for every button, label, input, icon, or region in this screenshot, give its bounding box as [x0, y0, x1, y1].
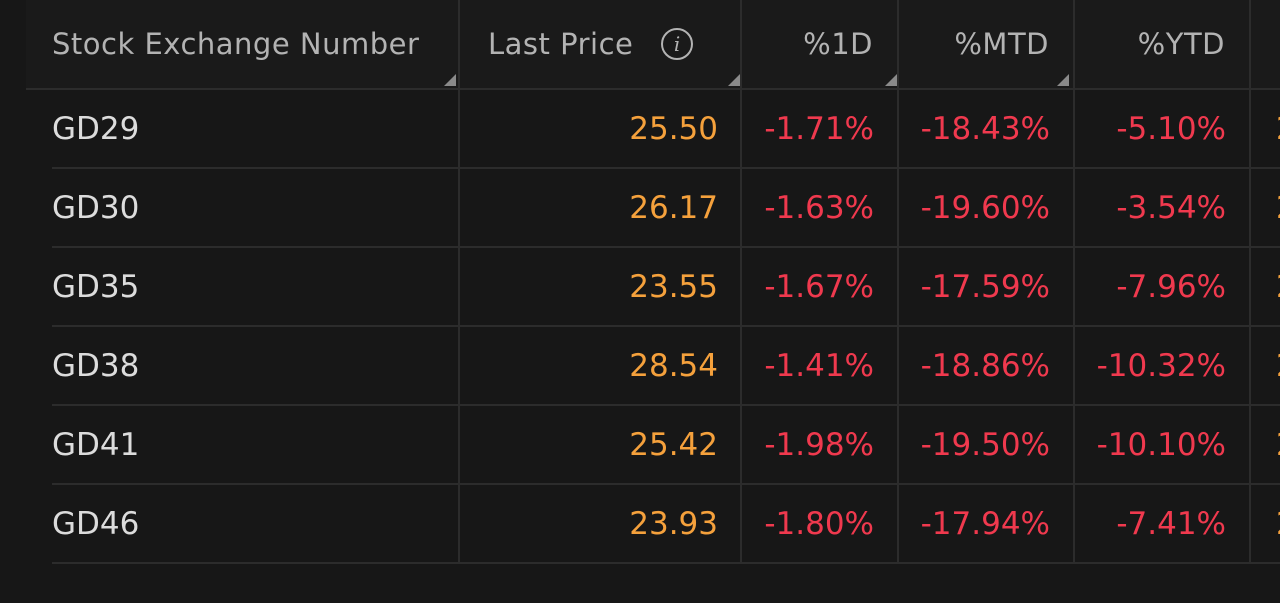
column-divider [1249, 0, 1251, 563]
pct-ytd-cell: -7.96% [1116, 268, 1226, 305]
pct-mtd-cell: -17.94% [920, 505, 1050, 542]
pct-1d-cell: -1.80% [764, 505, 874, 542]
column-divider [458, 0, 460, 563]
pct-mtd-cell: -19.60% [920, 189, 1050, 226]
table-row[interactable]: GD46 23.93 -1.80% -17.94% -7.41% 2 [52, 485, 1280, 564]
table-row[interactable]: GD29 25.50 -1.71% -18.43% -5.10% 2 [52, 90, 1280, 169]
pct-mtd-cell: -18.86% [920, 347, 1050, 384]
column-header-label: Stock Exchange Number [52, 27, 420, 61]
next-column-cell: 2 [1276, 406, 1280, 483]
column-header-label: %MTD [954, 27, 1049, 61]
pct-ytd-cell: -10.10% [1096, 426, 1226, 463]
table-row[interactable]: GD38 28.54 -1.41% -18.86% -10.32% 2 [52, 327, 1280, 406]
column-header-label: Last Price [488, 27, 634, 61]
symbol-cell: GD46 [52, 505, 140, 542]
pct-1d-cell: -1.41% [764, 347, 874, 384]
pct-mtd-cell: -18.43% [920, 110, 1050, 147]
next-column-cell: 2 [1276, 327, 1280, 404]
next-column-cell: 2 [1276, 169, 1280, 246]
pct-1d-cell: -1.63% [764, 189, 874, 226]
pct-mtd-cell: -17.59% [920, 268, 1050, 305]
sort-indicator-icon[interactable] [1057, 74, 1069, 86]
column-divider [897, 0, 899, 563]
sort-indicator-icon[interactable] [728, 74, 740, 86]
column-divider [1073, 0, 1075, 563]
symbol-cell: GD35 [52, 268, 140, 305]
sort-indicator-icon[interactable] [885, 74, 897, 86]
column-header-label: %1D [803, 27, 873, 61]
table-row[interactable]: GD41 25.42 -1.98% -19.50% -10.10% 2 [52, 406, 1280, 485]
next-column-cell: 2 [1276, 248, 1280, 325]
pct-ytd-cell: -5.10% [1116, 110, 1226, 147]
last-price-cell: 28.54 [629, 347, 718, 384]
last-price-cell: 26.17 [629, 189, 718, 226]
column-header-pct-ytd[interactable]: %YTD [1075, 0, 1225, 88]
table-row[interactable]: GD35 23.55 -1.67% -17.59% -7.96% 2 [52, 248, 1280, 327]
last-price-cell: 23.55 [629, 268, 718, 305]
last-price-cell: 25.50 [629, 110, 718, 147]
column-header-label: %YTD [1137, 27, 1225, 61]
next-column-cell: 2 [1276, 90, 1280, 167]
last-price-cell: 23.93 [629, 505, 718, 542]
column-header-pct-mtd[interactable]: %MTD [899, 0, 1069, 88]
info-icon[interactable]: i [661, 28, 694, 60]
table-header: Stock Exchange Number Last Price i %1D %… [26, 0, 1280, 90]
symbol-cell: GD41 [52, 426, 140, 463]
pct-ytd-cell: -7.41% [1116, 505, 1226, 542]
pct-1d-cell: -1.67% [764, 268, 874, 305]
symbol-cell: GD29 [52, 110, 140, 147]
column-header-symbol[interactable]: Stock Exchange Number [52, 0, 458, 88]
pct-1d-cell: -1.98% [764, 426, 874, 463]
column-header-pct-1d[interactable]: %1D [742, 0, 897, 88]
last-price-cell: 25.42 [629, 426, 718, 463]
pct-ytd-cell: -10.32% [1096, 347, 1226, 384]
column-header-last-price[interactable]: Last Price i [488, 0, 742, 88]
sort-indicator-icon[interactable] [444, 74, 456, 86]
pct-ytd-cell: -3.54% [1116, 189, 1226, 226]
symbol-cell: GD38 [52, 347, 140, 384]
next-column-cell: 2 [1276, 485, 1280, 562]
column-divider [740, 0, 742, 563]
pct-mtd-cell: -19.50% [920, 426, 1050, 463]
table-row[interactable]: GD30 26.17 -1.63% -19.60% -3.54% 2 [52, 169, 1280, 248]
symbol-cell: GD30 [52, 189, 140, 226]
pct-1d-cell: -1.71% [764, 110, 874, 147]
